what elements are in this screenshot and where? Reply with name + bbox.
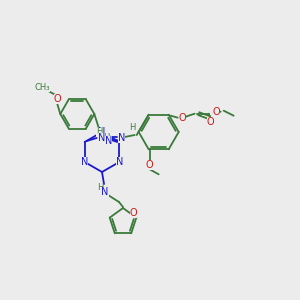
- Text: N: N: [118, 133, 125, 143]
- Text: O: O: [130, 208, 137, 218]
- Text: O: O: [179, 113, 187, 123]
- Text: H: H: [97, 128, 103, 136]
- Text: N: N: [101, 187, 109, 197]
- Text: O: O: [53, 94, 61, 104]
- Text: H: H: [130, 124, 136, 133]
- Text: O: O: [213, 107, 220, 117]
- Text: CH₃: CH₃: [34, 82, 50, 91]
- Text: H: H: [97, 184, 103, 193]
- Text: H: H: [103, 133, 110, 142]
- Text: O: O: [207, 117, 214, 127]
- Text: N: N: [105, 136, 112, 146]
- Text: N: N: [98, 133, 105, 143]
- Text: O: O: [146, 160, 154, 170]
- Text: N: N: [81, 157, 88, 167]
- Text: N: N: [116, 157, 123, 167]
- Text: N: N: [98, 127, 106, 137]
